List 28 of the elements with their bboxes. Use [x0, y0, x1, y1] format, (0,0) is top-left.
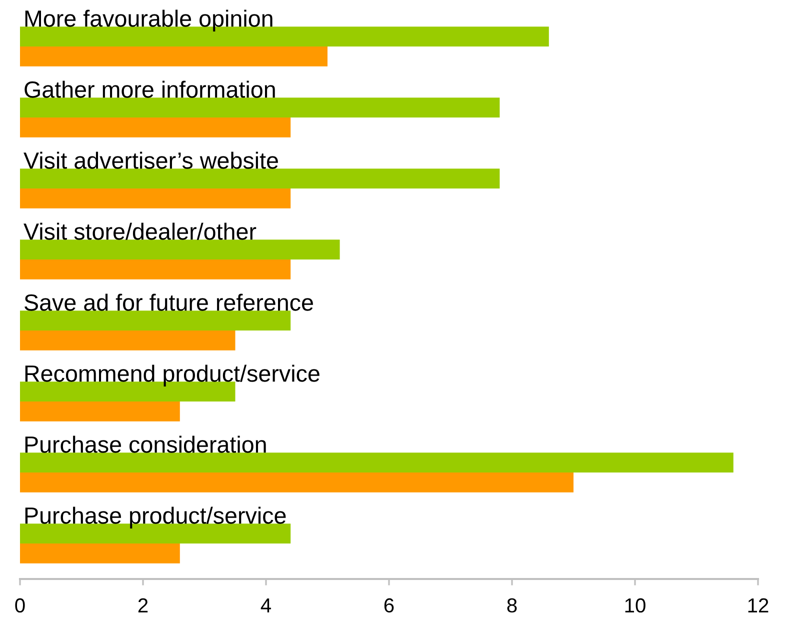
- bar: [20, 402, 180, 422]
- bar: [20, 452, 734, 472]
- y-tick-label: Visit advertiser’s website: [24, 152, 278, 169]
- bar: [20, 168, 500, 188]
- bar: [20, 240, 340, 260]
- bar: [20, 330, 236, 350]
- y-tick-label: Purchase product/service: [25, 506, 286, 528]
- x-tick-label: 6: [384, 598, 394, 613]
- y-tick-label: Recommend product/service: [25, 364, 320, 386]
- x-tick-label: 8: [507, 598, 517, 613]
- y-tick-label: Purchase consideration: [25, 436, 266, 453]
- bar: [20, 118, 291, 138]
- y-tick-label: Gather more information: [24, 80, 275, 98]
- bar: [20, 260, 291, 280]
- bar: [20, 98, 500, 118]
- x-tick-label: 10: [625, 598, 646, 613]
- x-tick-label: 12: [748, 598, 768, 612]
- x-tick-label: 0: [15, 598, 25, 613]
- x-tick-label: 4: [260, 598, 272, 612]
- bar: [20, 310, 291, 330]
- y-tick-label: Save ad for future reference: [24, 294, 313, 311]
- bar: [20, 188, 291, 208]
- bar: [20, 472, 574, 492]
- bar: [20, 46, 328, 66]
- x-tick-label: 2: [138, 598, 148, 612]
- y-tick-label: More favourable opinion: [25, 10, 272, 32]
- bar: [20, 544, 180, 564]
- y-tick-label: Visit store/dealer/other: [24, 222, 256, 240]
